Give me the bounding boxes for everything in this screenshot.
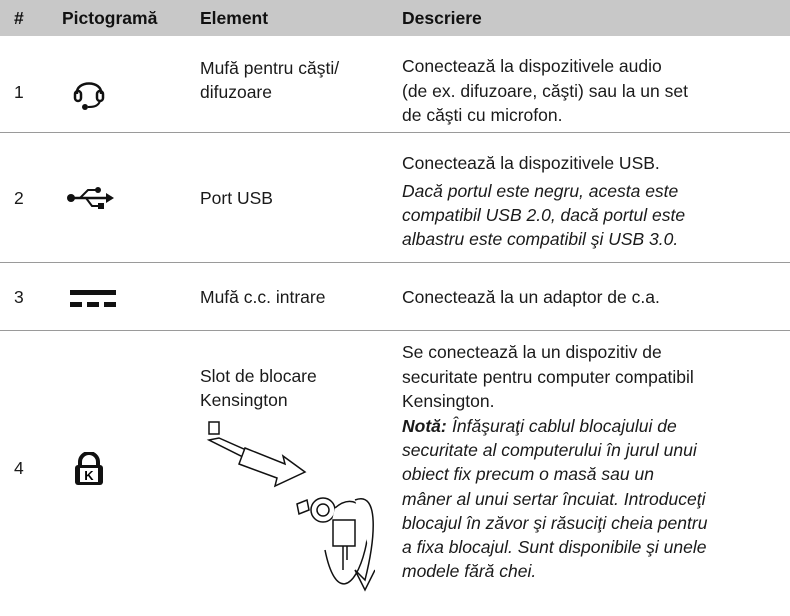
headphone-icon — [73, 82, 105, 110]
header-cell: Descriere — [402, 8, 482, 28]
description-line: Conectează la dispozitivele USB. — [402, 153, 660, 173]
note-line: blocajul în zăvor şi răsuciţi cheia pent… — [402, 512, 708, 533]
description-line: securitate pentru computer compatibil — [402, 366, 694, 387]
note-line: Dacă portul este negru, acesta este — [402, 181, 679, 201]
dc-icon — [70, 290, 116, 307]
note-label: Notă: — [402, 416, 447, 436]
note-line: compatibil USB 2.0, dacă portul este — [402, 205, 686, 226]
note-line: a fixa blocajul. Sunt disponibile şi une… — [402, 537, 707, 557]
row-separator — [0, 132, 790, 133]
note-line: Înfăşuraţi cablul blocajului de — [452, 416, 677, 436]
header-cell: Element — [200, 8, 269, 28]
header-cell: Pictogramă — [62, 8, 158, 28]
row-number: 1 — [14, 82, 24, 102]
description-line: Kensington. — [402, 391, 495, 411]
element-name: difuzoare — [200, 82, 272, 102]
row-number: 2 — [14, 188, 24, 208]
element-name: Mufă pentru căşti/ — [200, 58, 340, 78]
row-number: 4 — [14, 458, 24, 478]
note-line: obiect fix precum o masă sau un — [402, 464, 654, 485]
note-line: modele fără chei. — [402, 561, 537, 582]
row-separator — [0, 330, 790, 331]
table-header — [0, 0, 790, 36]
description-line: Conectează la dispozitivele audio — [402, 56, 662, 76]
header-cell: # — [14, 8, 24, 28]
kensington-icon: K — [75, 452, 103, 485]
element-name: Kensington — [200, 390, 288, 410]
usb-icon — [67, 187, 114, 209]
note-line: securitate al computerului în jurul unui — [402, 440, 697, 461]
description-line: (de ex. difuzoare, căşti) sau la un set — [402, 80, 688, 101]
row-number: 3 — [14, 287, 24, 307]
element-name: Port USB — [200, 188, 273, 208]
row-separator — [0, 262, 790, 263]
svg-text:K: K — [84, 468, 94, 483]
note-line: mâner al unui sertar încuiat. Introduceţ… — [402, 488, 706, 509]
description-line: de căşti cu microfon. — [402, 105, 563, 125]
note-line: albastru este compatibil şi USB 3.0. — [402, 229, 679, 250]
element-name: Mufă c.c. intrare — [200, 287, 326, 307]
description-line: Se conectează la un dispozitiv de — [402, 342, 662, 362]
lock-illustration — [206, 421, 375, 592]
description-line: Conectează la un adaptor de c.a. — [402, 287, 660, 307]
element-name: Slot de blocare — [200, 366, 317, 386]
